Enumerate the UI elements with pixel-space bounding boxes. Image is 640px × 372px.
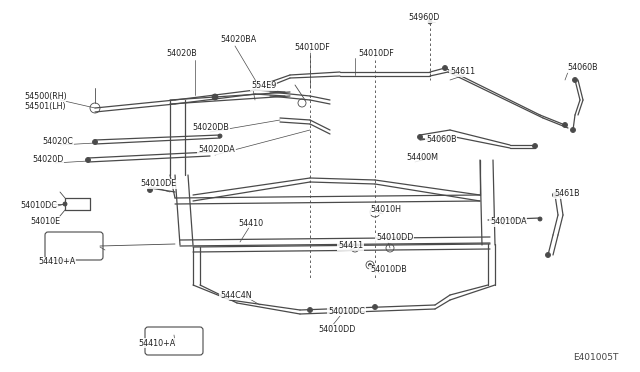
Circle shape	[417, 135, 422, 140]
Circle shape	[545, 253, 550, 257]
Circle shape	[212, 94, 218, 100]
Circle shape	[573, 77, 577, 83]
Text: 54020D: 54020D	[32, 155, 63, 164]
Circle shape	[563, 122, 568, 128]
Text: 554E9: 554E9	[251, 81, 276, 90]
Text: 54010DD: 54010DD	[376, 234, 413, 243]
Circle shape	[372, 305, 378, 310]
Text: 54010DC: 54010DC	[20, 202, 57, 211]
Text: 54010E: 54010E	[30, 218, 60, 227]
Text: 54400M: 54400M	[406, 154, 438, 163]
Text: 54500(RH): 54500(RH)	[24, 92, 67, 100]
Circle shape	[552, 192, 557, 198]
Text: 54410+A: 54410+A	[38, 257, 76, 266]
Text: 54010DA: 54010DA	[490, 218, 527, 227]
Text: 54020DA: 54020DA	[198, 145, 235, 154]
Circle shape	[369, 263, 371, 266]
Text: 54020DB: 54020DB	[192, 124, 229, 132]
Text: 54010DF: 54010DF	[358, 49, 394, 58]
Circle shape	[570, 128, 575, 132]
Text: 54020C: 54020C	[42, 138, 73, 147]
Text: 54060B: 54060B	[567, 64, 598, 73]
Text: E401005T: E401005T	[573, 353, 618, 362]
Circle shape	[538, 217, 542, 221]
Circle shape	[532, 144, 538, 148]
Text: 54010DE: 54010DE	[140, 180, 176, 189]
Circle shape	[63, 202, 67, 206]
Text: 54501(LH): 54501(LH)	[24, 102, 66, 110]
Text: 54010DD: 54010DD	[318, 324, 355, 334]
Text: 54020BA: 54020BA	[220, 35, 256, 45]
Text: 54010DF: 54010DF	[294, 44, 330, 52]
Text: 54411: 54411	[338, 241, 363, 250]
Circle shape	[86, 157, 90, 163]
Circle shape	[93, 140, 97, 144]
Text: 544C4N: 544C4N	[220, 291, 252, 299]
Text: 54010H: 54010H	[370, 205, 401, 215]
Circle shape	[218, 134, 222, 138]
Circle shape	[442, 65, 447, 71]
Circle shape	[428, 20, 432, 24]
Text: 54960D: 54960D	[408, 13, 440, 22]
Circle shape	[147, 187, 152, 192]
Text: 54010DC: 54010DC	[328, 307, 365, 315]
Text: 54611: 54611	[450, 67, 475, 77]
Text: 54010DB: 54010DB	[370, 266, 407, 275]
Text: 54410: 54410	[238, 218, 263, 228]
Text: 54060B: 54060B	[426, 135, 456, 144]
Text: 5461B: 5461B	[554, 189, 580, 199]
Text: 54410+A: 54410+A	[138, 339, 175, 347]
Text: 54020B: 54020B	[166, 49, 196, 58]
Circle shape	[307, 308, 312, 312]
